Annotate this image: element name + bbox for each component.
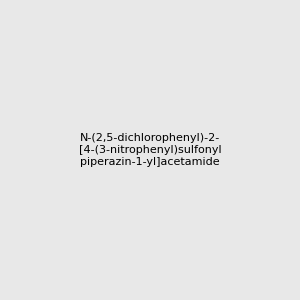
Text: N-(2,5-dichlorophenyl)-2-
[4-(3-nitrophenyl)sulfonyl
piperazin-1-yl]acetamide: N-(2,5-dichlorophenyl)-2- [4-(3-nitrophe… [79, 134, 221, 166]
